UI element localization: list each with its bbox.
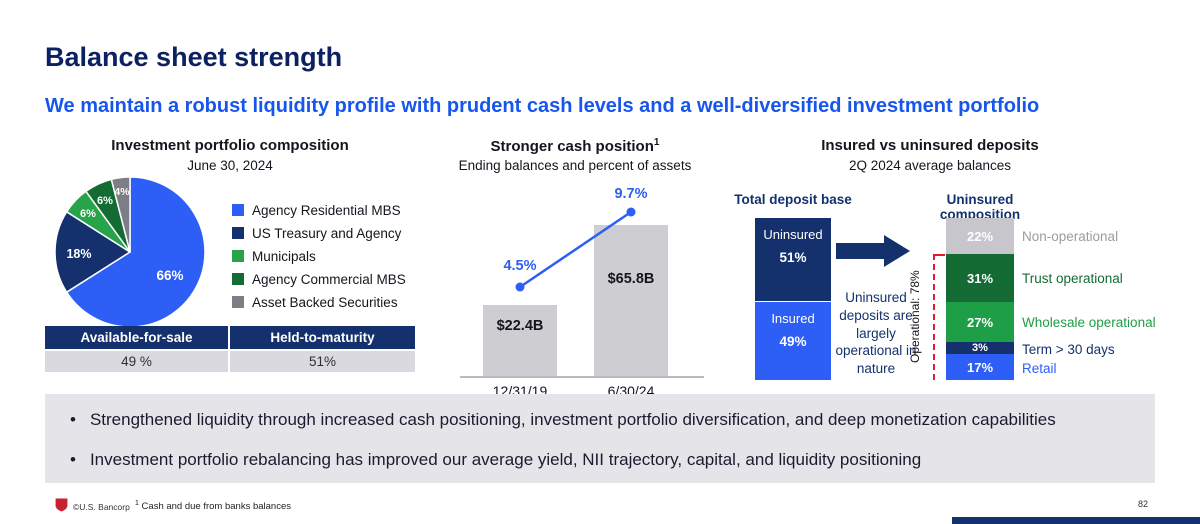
segment-pct: 3% — [972, 342, 988, 354]
footnote: 1 Cash and due from banks balances — [135, 500, 291, 512]
total-deposit-stacked-bar: Uninsured 51% Insured 49% — [755, 218, 831, 380]
segment-term-30-days: 3% — [946, 342, 1014, 354]
legend-swatch-icon — [232, 204, 244, 216]
pie-value-6-commercial: 6% — [97, 195, 113, 207]
cash-panel-subtitle: Ending balances and percent of assets — [458, 158, 692, 173]
takeaway-box — [45, 394, 1155, 483]
pie-value-18: 18% — [66, 247, 91, 261]
bullet-dot: • — [70, 410, 76, 429]
deposits-panel-title: Insured vs uninsured deposits — [821, 137, 1039, 154]
operational-bracket-line — [933, 254, 935, 380]
operational-78-label: Operational: 78% — [908, 270, 922, 364]
legend-item-municipals: Municipals — [232, 248, 316, 264]
legend-label: US Treasury and Agency — [252, 225, 402, 241]
takeaway-bullet-1: • Strengthened liquidity through increas… — [70, 410, 1132, 430]
portfolio-panel-title: Investment portfolio composition — [111, 137, 349, 154]
percent-point-2019 — [515, 282, 525, 292]
table-value-available-for-sale: 49 % — [45, 351, 228, 372]
cash-panel-title: Stronger cash position1 — [435, 137, 715, 155]
cash-bar-2024 — [594, 225, 668, 376]
uninsured-composition-stacked-bar: 22% 31% 27% 3% 17% — [946, 218, 1014, 380]
label-term-30-days: Term > 30 days — [1022, 342, 1115, 357]
label-trust-operational: Trust operational — [1022, 271, 1123, 286]
bullet-dot: • — [70, 450, 76, 469]
legend-swatch-icon — [232, 273, 244, 285]
segment-pct: 22% — [966, 228, 994, 244]
page-subtitle: We maintain a robust liquidity profile w… — [45, 95, 1040, 117]
uninsured-segment-name: Uninsured — [763, 227, 823, 242]
pie-value-6-municipals: 6% — [80, 208, 96, 220]
table-header-available-for-sale: Available-for-sale — [45, 326, 228, 349]
bullet-text: Investment portfolio rebalancing has imp… — [89, 450, 922, 469]
percent-point-2024 — [626, 207, 636, 217]
segment-pct: 17% — [966, 359, 994, 375]
legend-swatch-icon — [232, 296, 244, 308]
legend-item-asset-backed: Asset Backed Securities — [232, 294, 398, 310]
insured-segment: Insured 49% — [755, 301, 831, 380]
pie-value-66: 66% — [156, 268, 183, 283]
label-retail: Retail — [1022, 361, 1057, 376]
legend-label: Agency Residential MBS — [252, 202, 401, 218]
us-bancorp-shield-logo — [55, 498, 68, 512]
cash-bar-2024-value: $65.8B — [607, 271, 655, 287]
bottom-accent-bar — [952, 517, 1200, 524]
insured-segment-name: Insured — [771, 311, 815, 326]
insured-segment-pct: 49% — [779, 334, 807, 349]
legend-label: Agency Commercial MBS — [252, 271, 406, 287]
cash-bar-2019 — [483, 305, 557, 376]
segment-wholesale-operational: 27% — [946, 302, 1014, 342]
pie-slice-asset-backed — [110, 176, 131, 253]
cash-percent-line-chart — [515, 207, 636, 292]
legend-item-agency-residential-mbs: Agency Residential MBS — [232, 202, 401, 218]
segment-retail: 17% — [946, 354, 1014, 380]
footnote-text: Cash and due from banks balances — [141, 501, 292, 513]
uninsured-segment: Uninsured 51% — [755, 218, 831, 301]
percent-line — [519, 210, 632, 289]
total-deposit-base-label: Total deposit base — [734, 192, 852, 207]
segment-pct: 27% — [966, 314, 994, 330]
table-header-held-to-maturity: Held-to-maturity — [230, 326, 415, 349]
cash-chart-baseline — [460, 376, 704, 378]
right-arrow-head-icon — [884, 235, 910, 267]
right-arrow-icon — [836, 243, 884, 259]
legend-swatch-icon — [232, 250, 244, 262]
table-value-held-to-maturity: 51% — [230, 351, 415, 372]
legend-item-agency-commercial-mbs: Agency Commercial MBS — [232, 271, 406, 287]
takeaway-bullet-2: • Investment portfolio rebalancing has i… — [70, 450, 1132, 470]
cash-pct-2019: 4.5% — [503, 258, 537, 274]
pie-slice-agency-residential-mbs — [65, 176, 206, 328]
page-number: 82 — [1138, 499, 1149, 509]
footnote-marker: 1 — [135, 500, 139, 507]
cash-title-footnote-marker: 1 — [653, 137, 660, 148]
uninsured-segment-pct: 51% — [779, 250, 807, 265]
cash-pct-2024: 9.7% — [614, 186, 648, 202]
deposits-note: Uninsured deposits are largely operation… — [835, 290, 917, 377]
deposits-panel-subtitle: 2Q 2024 average balances — [848, 158, 1012, 173]
cash-title-text: Stronger cash position — [490, 138, 654, 155]
operational-bracket-tick — [933, 254, 945, 256]
label-wholesale-operational: Wholesale operational — [1022, 315, 1156, 330]
portfolio-panel-date: June 30, 2024 — [187, 158, 273, 173]
portfolio-pie-chart: 66% 18% 6% 6% 4% — [54, 176, 206, 328]
bullet-text: Strengthened liquidity through increased… — [89, 410, 1056, 429]
copyright-text: ©U.S. Bancorp — [73, 502, 130, 512]
pie-value-4: 4% — [114, 186, 130, 198]
legend-swatch-icon — [232, 227, 244, 239]
segment-trust-operational: 31% — [946, 254, 1014, 302]
legend-label: Municipals — [252, 248, 316, 264]
legend-label: Asset Backed Securities — [252, 294, 398, 310]
page-title: Balance sheet strength — [45, 42, 343, 72]
segment-pct: 31% — [966, 270, 994, 286]
cash-bar-2019-value: $22.4B — [496, 318, 544, 334]
legend-item-us-treasury: US Treasury and Agency — [232, 225, 401, 241]
pie-slice-us-treasury-agency — [54, 210, 132, 294]
label-non-operational: Non-operational — [1022, 229, 1119, 244]
segment-non-operational: 22% — [946, 218, 1014, 254]
